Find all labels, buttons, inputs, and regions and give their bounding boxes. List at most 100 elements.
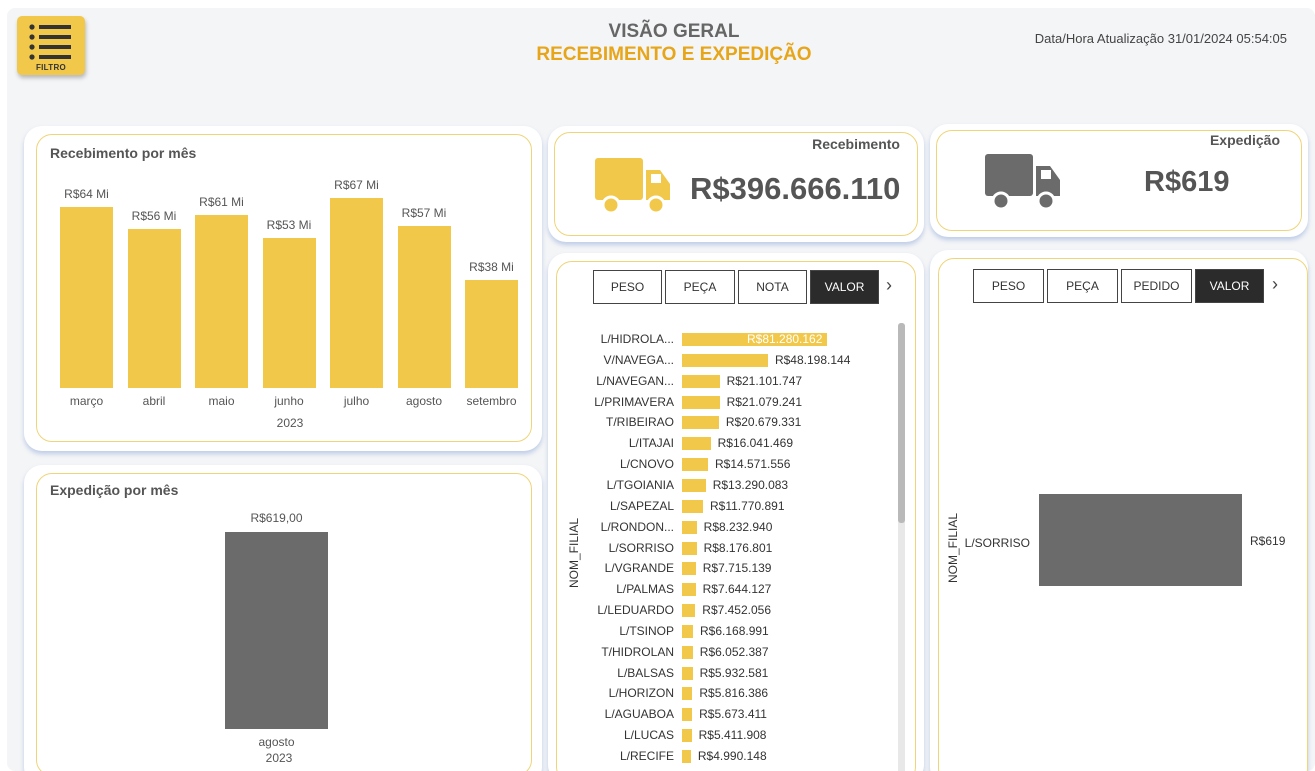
- chart-bar: [682, 708, 693, 722]
- x-tick-label: agosto: [258, 735, 295, 749]
- chart-bar: [262, 237, 316, 388]
- filial-label: L/SAPEZAL: [609, 498, 674, 513]
- chart-bar: [682, 624, 693, 638]
- bar-data-label: R$21.101.747: [726, 373, 803, 388]
- bar-data-label: R$4.990.148: [697, 749, 767, 763]
- chevron-right-icon[interactable]: ›: [886, 275, 892, 295]
- kpi-expedicao-label: Expedição: [1209, 132, 1280, 148]
- bar-data-label: R$8.232.940: [703, 519, 773, 534]
- chart-scrollbar[interactable]: [898, 323, 905, 771]
- filial-label: T/RIBEIRAO: [605, 415, 674, 430]
- chart-bar: [682, 458, 708, 472]
- expedicao-axis-label: NOM_FILIAL: [946, 512, 960, 583]
- chart-bar: [682, 562, 696, 576]
- filial-label: L/VGRANDE: [604, 561, 674, 576]
- recebimento-chart-title: Recebimento por mês: [50, 145, 197, 161]
- chart-bar: [682, 750, 691, 763]
- bar-data-label: R$11.770.891: [709, 498, 785, 513]
- chart-bar: [682, 604, 696, 618]
- bar-data-label: R$6.168.991: [700, 623, 769, 638]
- recebimento-year-label: 2023: [276, 416, 304, 430]
- chart-bar: [682, 687, 693, 701]
- list-icon: [29, 24, 71, 60]
- chart-bar: [682, 499, 703, 513]
- chart-bar: [682, 437, 711, 451]
- filial-label: L/ITAJAI: [628, 436, 674, 451]
- chart-bar: [682, 520, 697, 534]
- truck-icon: [595, 158, 670, 215]
- expedicao-chart-title: Expedição por mês: [50, 482, 179, 498]
- expedicao-metric-tabs: PESO PEÇA PEDIDO VALOR: [973, 269, 1264, 303]
- filial-label: L/AGUABOA: [604, 707, 674, 722]
- filial-label: V/NAVEGA...: [603, 352, 674, 367]
- tab-peça[interactable]: PEÇA: [665, 270, 735, 304]
- kpi-recebimento-label: Recebimento: [812, 136, 900, 152]
- filial-label: L/PRIMAVERA: [594, 394, 674, 409]
- x-tick-label: junho: [274, 394, 304, 408]
- page-subtitle: RECEBIMENTO E EXPEDIÇÃO: [536, 44, 812, 65]
- tab-nota[interactable]: NOTA: [738, 270, 807, 304]
- chart-bar: [682, 353, 768, 367]
- kpi-expedicao-card: Expedição R$619: [930, 124, 1308, 237]
- x-tick-label: abril: [142, 394, 166, 408]
- chart-bar: [682, 416, 719, 430]
- bar-data-label: R$13.290.083: [712, 477, 789, 492]
- x-tick-label: agosto: [405, 394, 443, 408]
- chart-bar: [330, 198, 383, 388]
- bar-data-label: R$61 Mi: [199, 195, 244, 209]
- filial-label: T/HIDROLAN: [601, 644, 674, 659]
- filial-label: L/SORRISO: [964, 536, 1030, 550]
- chart-bar: [682, 583, 696, 597]
- bar-data-label: R$64 Mi: [64, 186, 109, 201]
- chevron-right-icon[interactable]: ›: [1272, 274, 1278, 294]
- chart-bar: [225, 532, 328, 729]
- kpi-recebimento-card: Recebimento R$396.666.110: [548, 126, 924, 242]
- filial-label: L/LEDUARDO: [597, 603, 674, 618]
- recebimento-axis-label: NOM_FILIAL: [567, 517, 581, 588]
- bar-data-label: R$53 Mi: [266, 217, 312, 232]
- tab-peça[interactable]: PEÇA: [1047, 269, 1118, 303]
- filter-label: FILTRO: [35, 63, 67, 72]
- filial-label: L/HIDROLA...: [600, 332, 674, 346]
- bar-data-label: R$16.041.469: [717, 436, 794, 451]
- bar-data-label: R$56 Mi: [131, 209, 177, 224]
- bar-data-label: R$14.571.556: [714, 457, 791, 472]
- filter-button[interactable]: FILTRO: [17, 16, 85, 75]
- filial-label: L/PALMAS: [616, 582, 674, 597]
- filial-label: L/RECIFE: [619, 749, 674, 763]
- bar-data-label: R$7.452.056: [702, 603, 772, 618]
- filial-label: L/LUCAS: [623, 728, 674, 743]
- bar-data-label: R$5.816.386: [699, 686, 769, 701]
- filial-label: L/HORIZON: [608, 686, 674, 701]
- bar-data-label: R$21.079.241: [726, 394, 802, 409]
- filial-label: L/CNOVO: [619, 457, 674, 472]
- chart-bar: [682, 333, 827, 346]
- bar-data-label: R$57 Mi: [401, 206, 447, 221]
- bar-data-label: R$20.679.331: [725, 415, 802, 430]
- tab-pedido[interactable]: PEDIDO: [1121, 269, 1192, 303]
- last-updated: Data/Hora Atualização 31/01/2024 05:54:0…: [1034, 31, 1287, 46]
- filial-recebimento-card: PESO PEÇA NOTA VALOR › NOM_FILIAL L/HIDROLA…: [548, 253, 924, 771]
- bar-data-label: R$619,00: [250, 511, 303, 525]
- bar-data-label: R$7.644.127: [702, 582, 772, 597]
- tab-peso[interactable]: PESO: [593, 270, 662, 304]
- tab-valor[interactable]: VALOR: [810, 270, 879, 304]
- filial-label: L/TGOIANIA: [606, 477, 674, 492]
- filial-expedicao-card: PESO PEÇA PEDIDO VALOR › NOM_FILIAL L/SORRI…: [930, 250, 1308, 771]
- chart-bar: [60, 206, 113, 388]
- filial-label: L/BALSAS: [617, 665, 674, 680]
- chart-bar: [682, 729, 692, 743]
- filial-label: L/RONDON...: [600, 519, 674, 534]
- tab-peso[interactable]: PESO: [973, 269, 1044, 303]
- truck-icon: [985, 154, 1060, 211]
- recebimento-chart-card: Recebimento por mês R$64 Mi março R$56 Mi a…: [24, 126, 542, 451]
- chart-bar: [682, 374, 720, 388]
- chart-bar: [682, 541, 697, 555]
- bar-data-label: R$48.198.144: [774, 352, 851, 367]
- chart-bar: [127, 229, 181, 388]
- chart-bar: [397, 226, 451, 388]
- chart-bar: [682, 666, 693, 680]
- tab-valor[interactable]: VALOR: [1195, 269, 1264, 303]
- bar-data-label: R$6.052.387: [699, 644, 769, 659]
- chart-scrollbar-thumb[interactable]: [898, 323, 905, 523]
